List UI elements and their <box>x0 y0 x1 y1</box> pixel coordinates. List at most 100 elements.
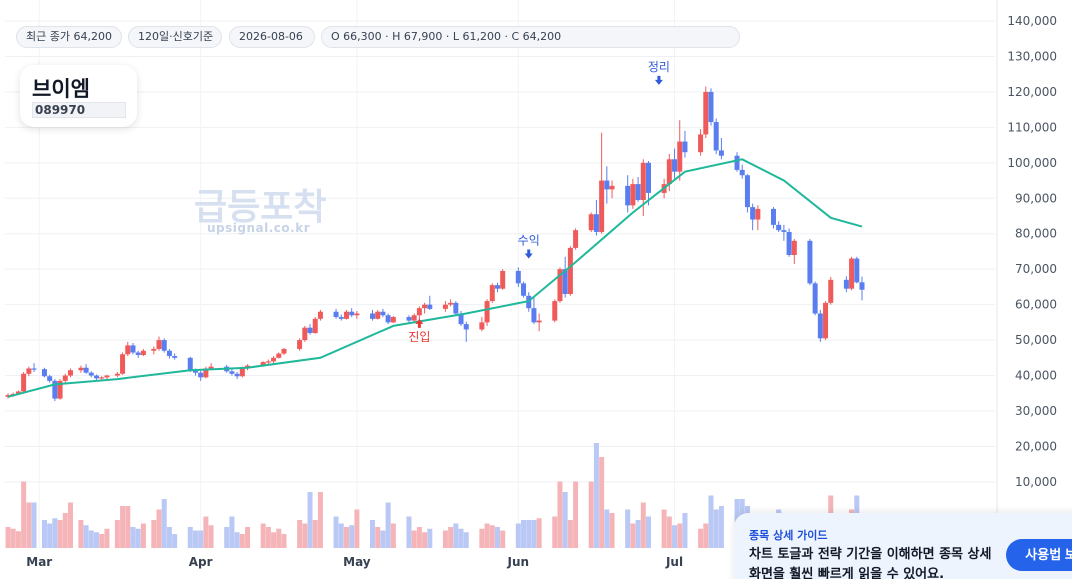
volume-bar <box>604 509 610 548</box>
volume-bar <box>276 528 282 548</box>
y-tick-label: 10,000 <box>1015 475 1057 489</box>
candle-body <box>375 311 381 319</box>
volume-bar <box>281 534 287 548</box>
candle-body <box>557 269 563 302</box>
guide-button[interactable]: 사용법 보기 <box>1006 539 1072 571</box>
candle-body <box>385 315 391 323</box>
guide-title: 종목 상세 가이드 <box>749 529 828 542</box>
volume-bar <box>411 530 417 548</box>
volume-bar <box>187 527 193 548</box>
candle-body <box>479 322 485 330</box>
candle-body <box>849 258 855 289</box>
candle-body <box>812 283 818 314</box>
volume-bar <box>463 532 469 548</box>
watermark-url: upsignal.co.kr <box>207 221 311 235</box>
volume-bar <box>83 525 89 548</box>
volume-bar <box>67 502 73 548</box>
candle-body <box>302 327 308 341</box>
candle-body <box>448 302 454 305</box>
x-tick-label: Jun <box>507 555 530 569</box>
candle-body <box>31 368 37 370</box>
candle-body <box>47 376 53 381</box>
watermark-title: 급등포착 <box>194 187 327 228</box>
candle-body <box>62 375 68 381</box>
candle-body <box>78 367 84 371</box>
candle-body <box>229 371 235 374</box>
candle-body <box>677 141 683 172</box>
candle-body <box>604 180 610 190</box>
candle-body <box>646 162 651 193</box>
candle-body <box>854 258 860 283</box>
volume-bar <box>479 528 485 548</box>
volume-bar <box>406 516 412 548</box>
volume-bar <box>245 527 251 548</box>
chart-grid <box>5 0 998 579</box>
candle-body <box>536 320 542 323</box>
candle-body <box>15 391 21 394</box>
x-axis: Mar Apr May Jun Jul <box>26 555 683 569</box>
candle-body <box>390 317 396 323</box>
candle-body <box>99 377 105 379</box>
volume-bar <box>489 525 495 548</box>
candle-body <box>276 353 282 358</box>
candle-body <box>453 302 459 314</box>
volume-bar <box>484 523 490 548</box>
volume-bar <box>370 520 376 548</box>
candle-body <box>411 315 417 321</box>
volume-bar <box>229 516 235 548</box>
signal-arrow-up <box>415 318 424 328</box>
candle-body <box>234 373 240 377</box>
candle-body <box>333 311 339 318</box>
volume-bar <box>640 502 646 548</box>
candle-body <box>161 340 167 351</box>
candle-body <box>94 375 100 379</box>
volume-bar <box>567 520 573 548</box>
volume-bar <box>390 523 396 548</box>
volume-bar <box>713 509 719 548</box>
candle-body <box>718 150 724 156</box>
volume-bar <box>703 523 709 548</box>
signal-markers: 진입 수익 정리 <box>408 60 670 344</box>
candle-body <box>187 357 193 371</box>
candle-body <box>828 279 834 303</box>
volume-bar <box>271 532 277 548</box>
volume-bar <box>422 532 428 548</box>
candle-body <box>203 368 209 378</box>
candle-body <box>750 207 756 220</box>
y-tick-label: 130,000 <box>1007 49 1057 63</box>
volume-bar <box>380 530 386 548</box>
x-tick-label: May <box>343 555 371 569</box>
volume-bar <box>531 520 537 548</box>
candle-body <box>781 230 787 232</box>
signal-label: 정리 <box>648 60 670 74</box>
volume-bar <box>573 481 579 548</box>
candle-body <box>297 340 303 349</box>
volume-bar <box>130 527 136 548</box>
volume-bar <box>625 509 631 548</box>
y-tick-label: 120,000 <box>1007 85 1057 99</box>
signal-label: 수익 <box>518 234 540 248</box>
candle-body <box>791 240 797 255</box>
volume-bar <box>114 520 120 548</box>
volume-bar <box>15 531 21 548</box>
volume-bar <box>62 513 68 548</box>
volume-bar <box>442 530 448 548</box>
candle-body <box>807 240 813 284</box>
candle-body <box>370 313 376 319</box>
stock-card: 브이엠 089970 <box>20 65 137 127</box>
volume-bar <box>500 530 506 548</box>
stock-code: 089970 <box>32 102 126 118</box>
candle-body <box>682 141 688 153</box>
guide-panel: 종목 상세 가이드 차트 토글과 전략 기간을 이해하면 종목 상세 화면을 훨… <box>734 513 1072 579</box>
volume-bar <box>698 528 704 548</box>
volume-bar <box>208 525 214 548</box>
period-badge[interactable]: 120일·신호기준 <box>128 26 222 48</box>
candles <box>5 86 865 402</box>
volume-bar <box>635 520 641 548</box>
candle-body <box>208 366 214 369</box>
candle-body <box>67 370 73 376</box>
candle-body <box>817 313 823 339</box>
volume-bar <box>677 523 683 548</box>
candle-body <box>120 354 126 374</box>
